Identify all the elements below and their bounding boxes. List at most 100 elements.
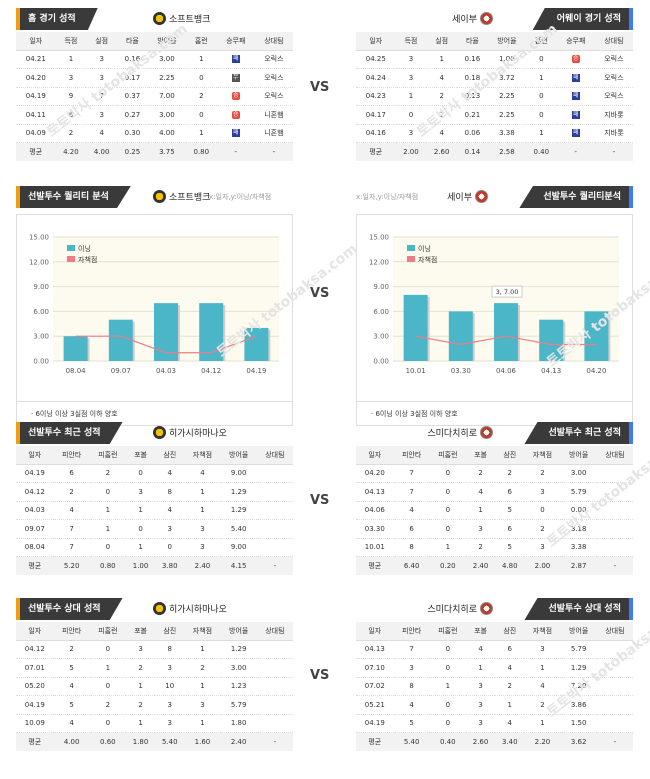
legend-label-earned: 자책점	[418, 255, 437, 264]
table-cell: 4	[393, 695, 430, 715]
table-cell: 1	[395, 87, 427, 106]
stats-table: 일자 피안타 피홈런 포볼 삼진 자책점 방어율 상대팀 04.20 7 0 2 2 2 3.00 04.13…	[356, 446, 633, 575]
table-cell	[596, 519, 633, 539]
result-badge: 패	[571, 110, 580, 119]
table-cell: 5.20	[53, 556, 90, 575]
column-header: 피안타	[53, 446, 90, 465]
table-cell: 0.25	[117, 142, 148, 161]
column-header: 피홈런	[89, 446, 126, 465]
table-cell: 4	[465, 640, 496, 659]
table-cell: 3	[155, 695, 185, 715]
y-tick-label: 15.00	[369, 234, 389, 242]
table-row: 10.09 4 0 1 3 1 1.80	[16, 714, 293, 733]
column-header: 상대팀	[256, 446, 293, 465]
result-badge: 무	[231, 73, 240, 82]
table-row: 04.21 1 3 0.16 3.00 1 패 오릭스	[16, 50, 293, 69]
chart-area: 0.00 3.00 6.00 9.00 12.00 15.00 08.04 09.07 04.0…	[16, 214, 293, 402]
table-cell: 0	[429, 519, 466, 539]
column-header: 방어율	[147, 32, 186, 51]
table-cell: 2.25	[487, 87, 526, 106]
table-cell: 2	[524, 519, 561, 539]
table-cell: 2	[184, 658, 221, 678]
table-cell: 9.00	[220, 538, 257, 557]
table-cell: -	[216, 142, 255, 161]
table-cell: 3	[184, 519, 221, 539]
table-cell: 9.00	[220, 464, 257, 483]
table-cell: 04.19	[16, 464, 54, 483]
table-cell: 2	[53, 482, 90, 502]
table-cell: 1	[465, 501, 496, 520]
table-cell: 1	[429, 677, 466, 696]
table-cell: 1.29	[220, 482, 257, 502]
table-cell: 07.10	[356, 658, 394, 678]
table-cell: 0.40	[429, 732, 466, 751]
table-cell: 5	[53, 695, 90, 715]
column-header: 승무패	[216, 32, 255, 51]
table-cell: 09.07	[16, 519, 54, 539]
table-cell: 3	[86, 105, 118, 125]
table-cell: 7	[393, 482, 430, 502]
table-cell: 3.00	[147, 50, 186, 69]
table-cell: 7	[393, 640, 430, 659]
result-badge: 승	[231, 92, 240, 101]
table-cell: 6	[55, 105, 87, 125]
column-header: 득점	[395, 32, 427, 51]
table-cell: 5	[495, 501, 525, 520]
pitcher-name: 스미다치히로	[427, 602, 493, 615]
table-cell: 4.15	[220, 556, 257, 575]
table-cell: -	[256, 732, 293, 751]
y-tick-label: 3.00	[373, 333, 389, 341]
table-cell: 평균	[356, 732, 394, 751]
column-header: 승무패	[556, 32, 595, 51]
table-cell: 2	[89, 464, 126, 483]
table-cell: 0.80	[89, 556, 126, 575]
column-header: 방어율	[560, 446, 597, 465]
table-cell: 0.60	[89, 732, 126, 751]
table-cell: 패	[556, 105, 595, 125]
table-cell: 1	[55, 50, 87, 69]
table-cell: 10	[155, 677, 185, 696]
x-tick-label: 08.04	[66, 367, 87, 375]
column-header: 피홈런	[429, 622, 466, 641]
average-row: 평균 4.00 0.60 1.80 5.40 1.60 2.40-	[16, 732, 293, 751]
table-cell: 3	[465, 714, 496, 733]
column-header: 일자	[356, 446, 394, 465]
table-cell: 1.29	[220, 501, 257, 520]
table-cell: -	[256, 556, 293, 575]
vs-label: VS	[310, 668, 330, 683]
team-name: 세이부	[452, 12, 493, 25]
table-cell: 3	[184, 538, 221, 557]
table-cell: 2	[495, 677, 525, 696]
table-cell: 6	[495, 519, 525, 539]
table-header-row: 일자 피안타 피홈런 포볼 삼진 자책점 방어율 상대팀	[356, 446, 633, 465]
table-cell: 08.04	[16, 538, 54, 557]
legend-label-earned: 자책점	[78, 255, 97, 264]
section-tab: 어웨이 경기 성적	[532, 8, 633, 30]
table-cell: 04.19	[16, 87, 56, 106]
table-cell	[256, 501, 293, 520]
table-cell: 0	[429, 501, 466, 520]
pitcher-name: 히가시하마나오	[153, 426, 227, 439]
table-cell: 10.09	[16, 714, 54, 733]
table-cell: 04.12	[16, 640, 54, 659]
table-cell: 5	[393, 714, 430, 733]
stats-table: 일자 피안타 피홈런 포볼 삼진 자책점 방어율 상대팀 04.19 6 2 0 4 4 9.00 04.12…	[16, 446, 293, 575]
column-header: 삼진	[495, 446, 525, 465]
column-header: 득점	[55, 32, 87, 51]
table-cell: 4	[426, 68, 458, 88]
team-logo-icon	[153, 426, 166, 439]
table-cell: 0.13	[457, 87, 488, 106]
innings-chart: 0.00 3.00 6.00 9.00 12.00 15.00 10.01 03.30 04.0…	[369, 234, 619, 375]
table-cell: 1.23	[220, 677, 257, 696]
table-cell: 1.60	[184, 732, 221, 751]
table-cell: 04.19	[16, 695, 54, 715]
table-cell: 2	[465, 464, 496, 483]
table-cell: 니혼햄	[254, 124, 293, 143]
table-cell: 1	[89, 519, 126, 539]
table-cell: 4	[155, 501, 185, 520]
table-cell: 0	[185, 68, 217, 88]
table-cell: 0.20	[429, 556, 466, 575]
column-header: 피홈런	[89, 622, 126, 641]
column-header: 피홈런	[429, 446, 466, 465]
pitcher-recent-panel-away: 선발투수 최근 성적 스미다치히로 일자 피안타 피홈런 포볼 삼진 자책점 방어율 상대팀 0…	[356, 422, 633, 575]
